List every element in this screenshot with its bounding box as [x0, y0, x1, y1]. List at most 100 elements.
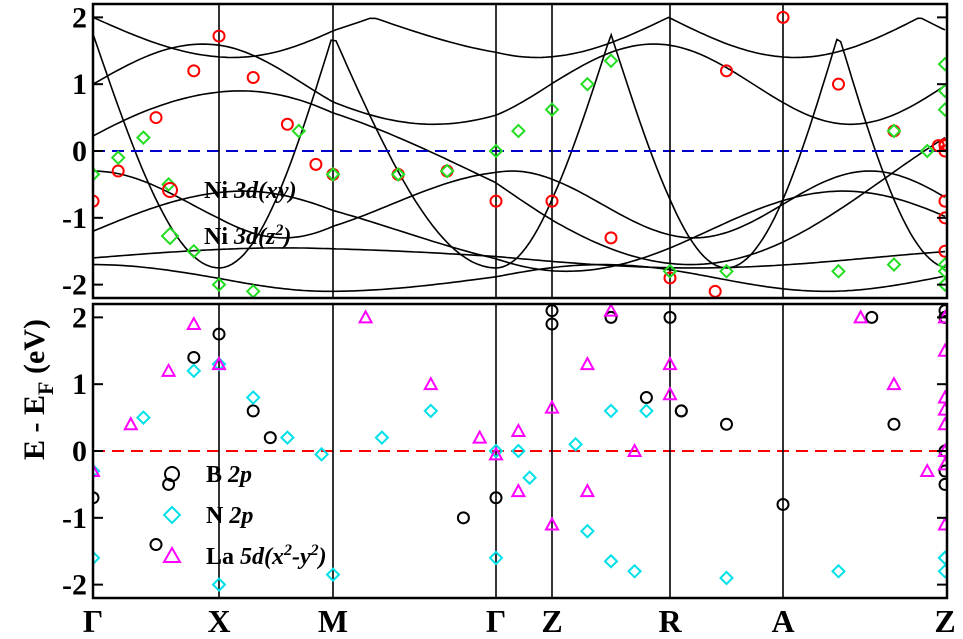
legend-entry-1: Ni 3d(z2) [160, 222, 291, 250]
legend-entry-1: N 2p [162, 503, 253, 529]
point-16 [325, 567, 341, 583]
point-10 [439, 163, 455, 179]
legend-marker [162, 182, 178, 198]
point-3 [187, 64, 201, 78]
point-15 [603, 53, 619, 69]
point-2 [160, 362, 177, 377]
point-18 [603, 553, 619, 569]
point-24 [937, 456, 947, 471]
point-5 [211, 277, 227, 293]
series-top-1 [93, 53, 947, 298]
point-26 [938, 194, 947, 208]
legend-label: Ni 3d(z2) [204, 222, 291, 250]
point-15 [545, 317, 559, 331]
point-21 [919, 462, 935, 478]
point-6 [280, 117, 294, 131]
point-13 [544, 102, 560, 117]
band-line-0 [93, 32, 946, 269]
point-5 [357, 309, 374, 324]
point-23 [937, 389, 947, 404]
point-5 [246, 71, 260, 84]
point-20 [937, 257, 947, 273]
point-17 [776, 10, 790, 24]
point-19 [719, 570, 734, 586]
point-20 [886, 376, 902, 391]
point-11 [489, 194, 503, 208]
y-axis-label: E - EF (eV) [18, 319, 58, 460]
point-7 [472, 429, 488, 444]
kpoint-label-4: Z [541, 603, 562, 639]
band-line-7 [93, 263, 946, 293]
band-line-6 [93, 90, 946, 266]
point-1 [111, 164, 125, 178]
point-12 [603, 403, 619, 419]
point-2 [162, 477, 176, 491]
ytick-label: 0 [72, 435, 87, 468]
point-9 [488, 443, 504, 459]
point-28 [937, 416, 947, 431]
ytick-label: -2 [62, 269, 87, 302]
bottom-panel: 2 1 0 -1 -2 B 2p N 2p La 5d(x2-y2) [62, 301, 949, 602]
point-1 [149, 538, 163, 552]
point-22 [937, 563, 947, 579]
point-17 [719, 263, 734, 279]
band-line-1 [93, 170, 946, 239]
point-18 [662, 356, 678, 371]
point-23 [886, 123, 902, 139]
point-10 [604, 310, 618, 324]
point-0 [93, 491, 100, 505]
kpoint-label-7: Z [934, 603, 955, 639]
point-18 [887, 417, 901, 431]
point-7 [291, 123, 307, 139]
point-11 [568, 436, 584, 452]
point-11 [663, 310, 677, 324]
point-8 [489, 491, 503, 505]
point-5 [279, 430, 295, 446]
point-6 [423, 376, 439, 391]
band-line-3 [93, 43, 946, 126]
point-25 [579, 523, 595, 539]
point-29 [937, 401, 947, 416]
y-axis-title: E - EF (eV) [18, 319, 58, 460]
kpoint-label-1: X [207, 603, 230, 639]
point-14 [579, 76, 595, 92]
point-0 [93, 166, 101, 182]
band-line-5 [93, 16, 946, 59]
point-23 [937, 550, 947, 566]
ytick-label: 1 [72, 368, 87, 401]
point-4 [212, 29, 226, 43]
point-2 [135, 130, 151, 146]
point-9 [510, 422, 527, 437]
ytick-label: -1 [62, 202, 87, 235]
point-6 [314, 446, 330, 462]
ytick-label: 2 [72, 1, 87, 34]
kpoint-label-5: R [658, 603, 682, 639]
point-15 [211, 577, 227, 593]
point-7 [456, 511, 470, 525]
point-8 [325, 166, 341, 182]
point-27 [937, 102, 947, 117]
point-3 [187, 350, 201, 364]
legend-marker [160, 226, 180, 246]
point-24 [938, 464, 947, 478]
kpoint-label-6: A [771, 603, 794, 639]
point-17 [662, 386, 678, 401]
point-13 [510, 483, 527, 498]
kpoint-label-2: M [318, 603, 348, 639]
point-1 [123, 416, 139, 431]
legend-label: B 2p [206, 462, 252, 488]
legend-marker [162, 545, 182, 563]
series-bottom-2 [93, 304, 947, 531]
point-13 [604, 231, 618, 245]
point-6 [245, 283, 261, 298]
point-24 [510, 443, 526, 459]
point-14 [663, 271, 677, 285]
point-10 [544, 399, 560, 414]
point-2 [149, 111, 163, 125]
point-19 [865, 310, 879, 324]
point-7 [374, 430, 390, 446]
kpoint-label-3: Γ [486, 603, 506, 639]
point-25 [937, 516, 947, 531]
point-16 [662, 263, 678, 279]
point-17 [674, 404, 688, 418]
